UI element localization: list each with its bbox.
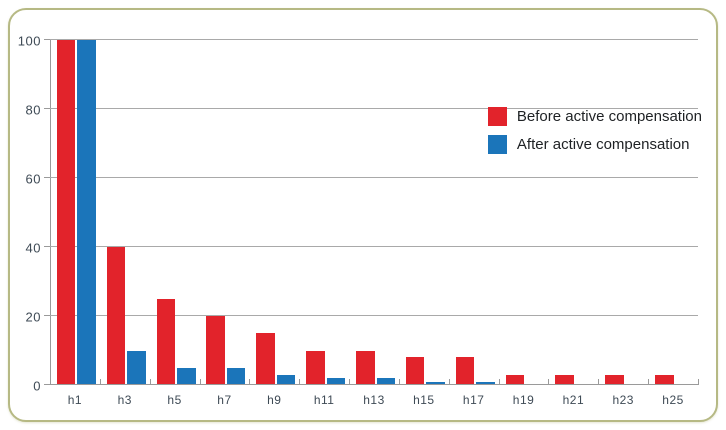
y-axis-label-60: 60 [25, 171, 41, 187]
bar-h9-before [256, 333, 275, 384]
gridline-y60 [50, 177, 698, 178]
y-axis-label-100: 100 [17, 33, 41, 49]
legend: Before active compensation After active … [487, 107, 702, 154]
y-axis-label-80: 80 [25, 102, 41, 118]
y-tick-60 [44, 177, 50, 178]
x-tick-4 [249, 379, 251, 385]
x-tick-7 [398, 379, 400, 385]
bar-h25-before [655, 374, 674, 384]
x-axis-label-h23: h23 [612, 393, 634, 407]
bar-h1-after [77, 40, 96, 384]
x-axis-label-h11: h11 [313, 393, 335, 407]
bar-h17-after [476, 381, 495, 384]
bar-h3-before [106, 247, 126, 384]
y-tick-80 [44, 108, 50, 109]
x-tick-2 [149, 379, 151, 385]
bar-h19-before [505, 374, 525, 384]
legend-label-before: Before active compensation [516, 108, 702, 125]
x-tick-11 [598, 379, 600, 385]
x-axis-label-h3: h3 [117, 393, 132, 407]
bar-h9-after [276, 374, 296, 384]
bar-h7-after [226, 367, 246, 384]
bar-h13-after [376, 378, 395, 384]
y-axis-label-0: 0 [33, 378, 41, 394]
x-axis-label-h15: h15 [413, 393, 435, 407]
chart-card: 0 20 40 60 80 100 h1 h3 h5 h7 h9 h11 h13 h15 h17 h19 h21… [8, 8, 718, 422]
legend-swatch-before-icon [487, 107, 507, 126]
x-tick-10 [548, 379, 550, 385]
x-tick-13 [698, 379, 699, 385]
y-axis-label-20: 20 [25, 309, 41, 325]
gridline-y20 [50, 315, 698, 316]
x-axis-label-h19: h19 [512, 393, 535, 407]
bar-h5-before [156, 298, 176, 384]
x-axis-label-h1: h1 [67, 393, 83, 407]
bar-h3-after [127, 350, 146, 384]
y-axis-line [50, 40, 51, 385]
gridline-y100 [50, 39, 698, 40]
x-tick-0 [50, 379, 51, 385]
legend-swatch-after-icon [487, 135, 507, 154]
bar-h23-before [605, 374, 624, 384]
x-axis-label-h13: h13 [363, 393, 385, 407]
x-tick-9 [498, 379, 500, 385]
x-tick-5 [299, 379, 301, 385]
bar-h21-before [555, 374, 574, 384]
y-tick-0 [44, 384, 50, 385]
bar-h15-after [426, 381, 445, 384]
y-tick-40 [44, 246, 50, 247]
bar-h11-before [306, 350, 325, 384]
bar-h1-before [56, 40, 76, 384]
x-tick-6 [349, 379, 351, 385]
x-axis-line [50, 384, 698, 385]
bar-h15-before [405, 357, 425, 384]
y-tick-100 [44, 39, 50, 40]
x-axis-label-h21: h21 [562, 393, 585, 407]
x-tick-3 [199, 379, 201, 385]
legend-label-after: After active compensation [516, 136, 690, 153]
bar-h17-before [455, 357, 475, 384]
x-axis-label-h9: h9 [267, 393, 282, 407]
x-axis-label-h7: h7 [217, 393, 232, 407]
plot-area: 0 20 40 60 80 100 h1 h3 h5 h7 h9 h11 h13 h15 h17 h19 h21… [18, 34, 699, 407]
x-axis-label-h17: h17 [462, 393, 485, 407]
y-tick-20 [44, 315, 50, 316]
bar-h13-before [356, 350, 375, 384]
bar-h11-after [326, 378, 346, 384]
bar-h5-after [177, 367, 196, 384]
gridline-y80 [50, 108, 698, 109]
y-axis-label-40: 40 [25, 240, 41, 256]
legend-item-after: After active compensation [487, 135, 702, 154]
x-axis-label-h25: h25 [662, 393, 684, 407]
x-tick-12 [648, 379, 650, 385]
x-axis-label-h5: h5 [167, 393, 182, 407]
x-tick-8 [448, 379, 450, 385]
legend-item-before: Before active compensation [487, 107, 702, 126]
x-tick-1 [99, 379, 101, 385]
bar-h7-before [206, 316, 225, 384]
gridline-y40 [50, 246, 698, 247]
